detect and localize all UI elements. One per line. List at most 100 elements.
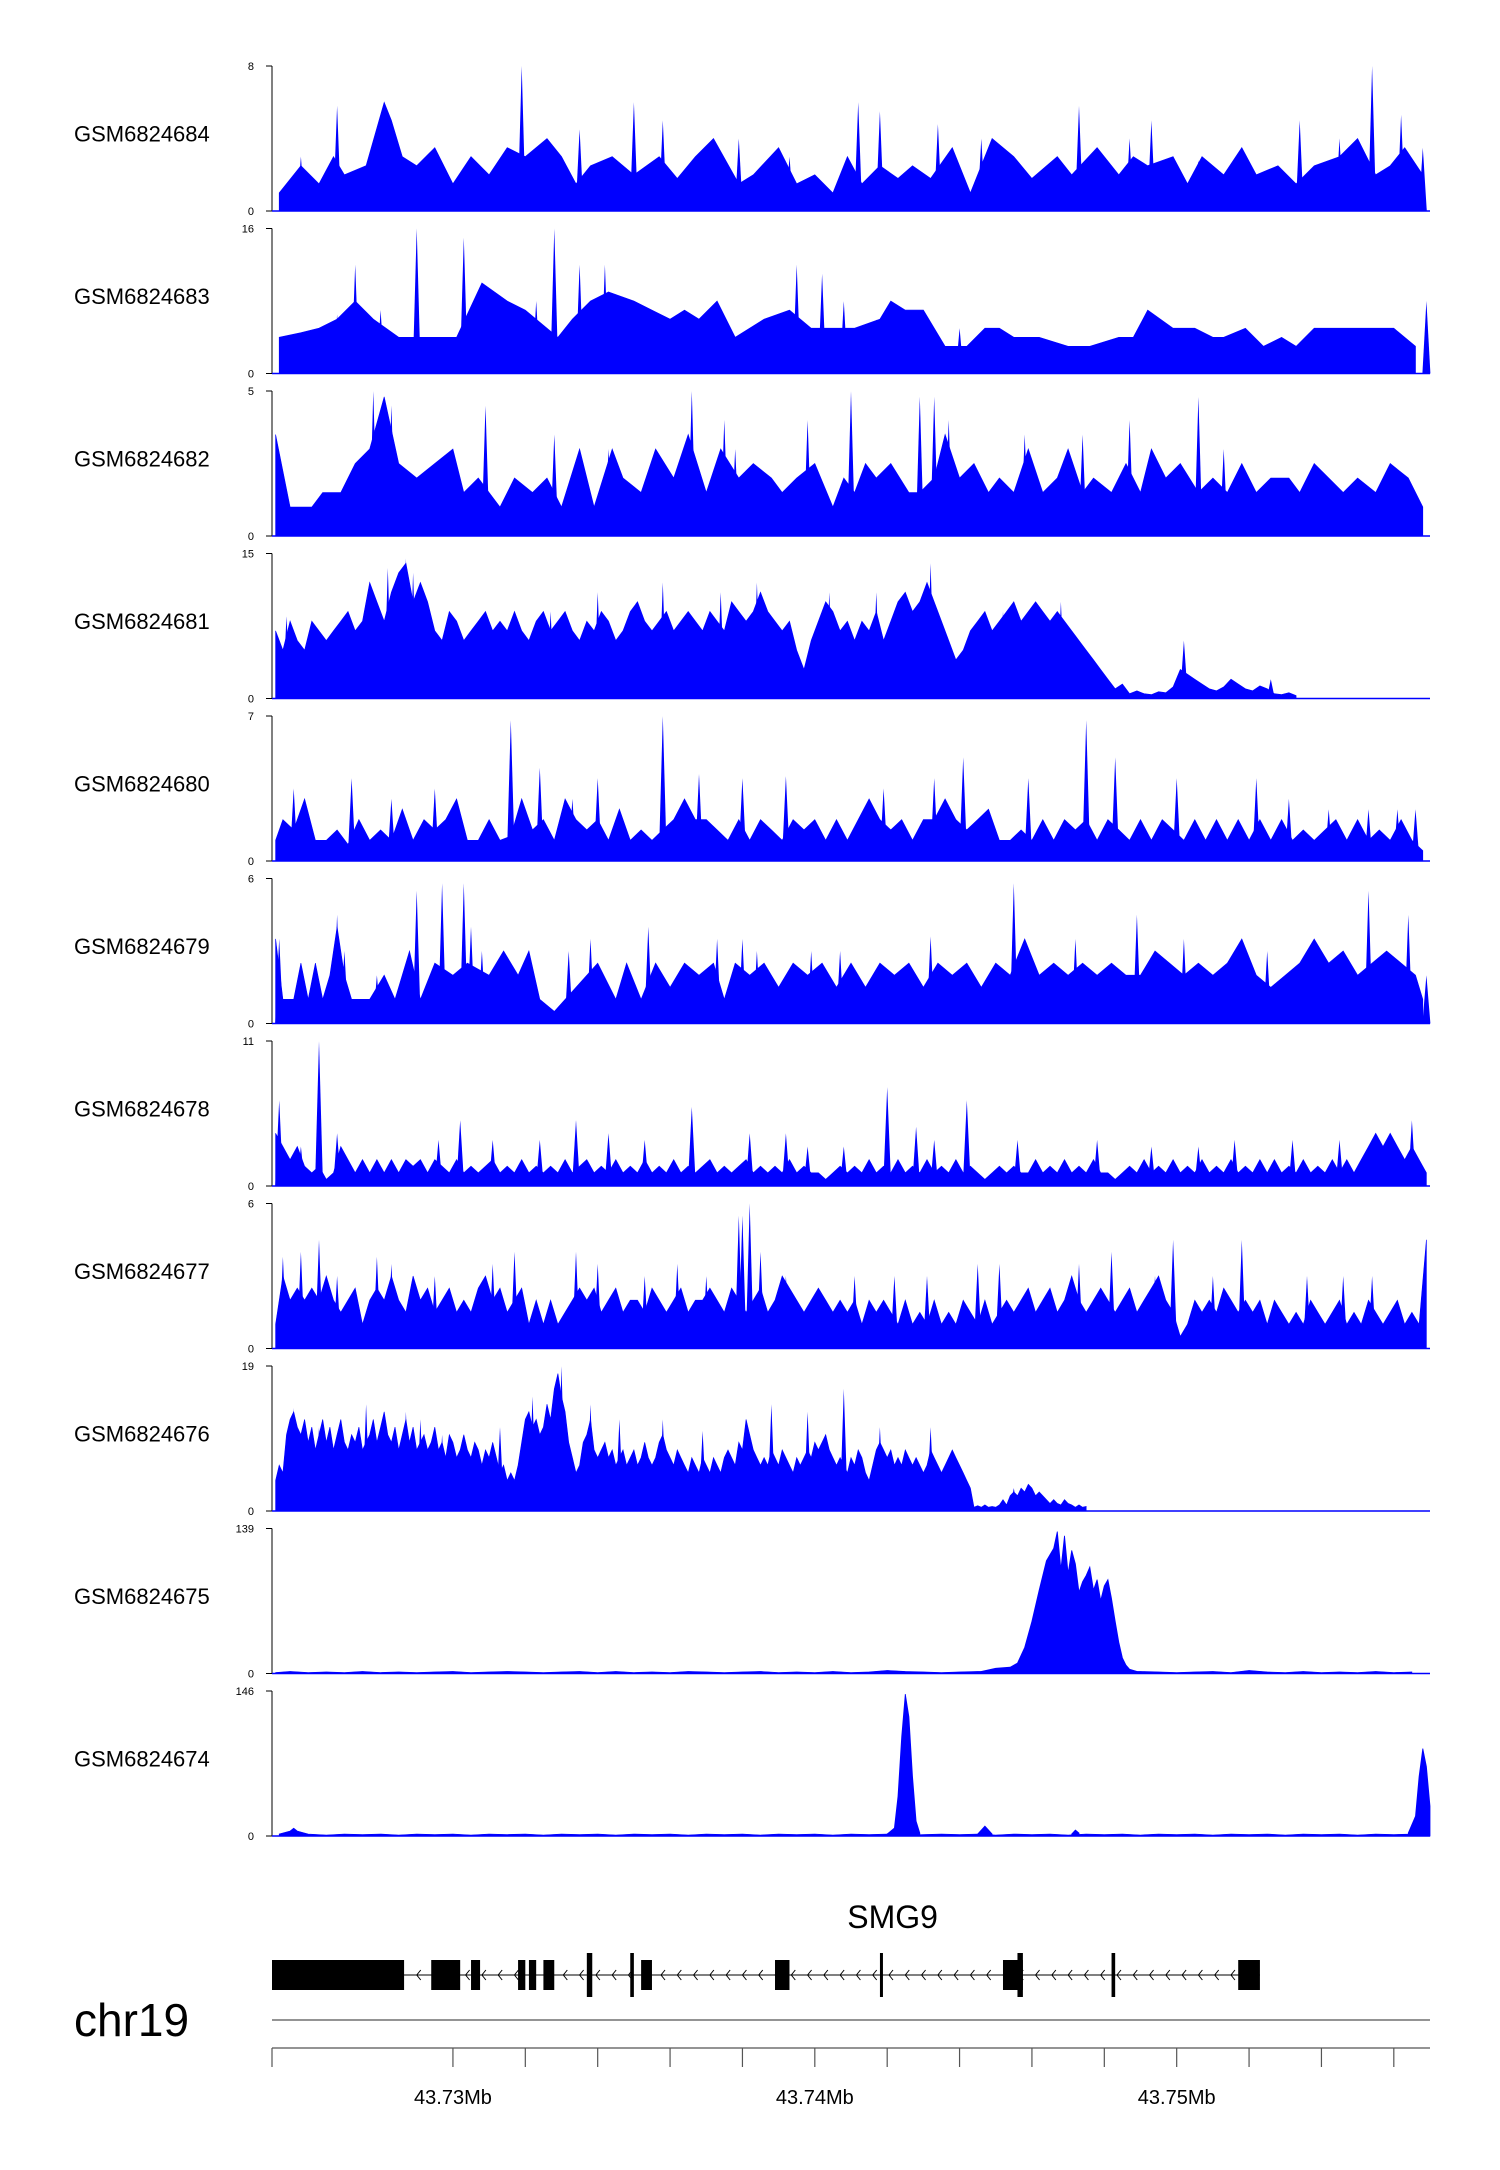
coverage-spike (973, 1263, 982, 1349)
track-GSM6824674: GSM6824674 146 0 (74, 1686, 1431, 1843)
signal-peak (1071, 1829, 1080, 1837)
coverage-spike (1042, 346, 1051, 374)
coverage-spike (926, 563, 935, 699)
coverage-spike (572, 1251, 580, 1349)
coverage-spike (506, 720, 515, 861)
coverage-spike (658, 716, 667, 861)
coverage-spike (496, 337, 504, 374)
coverage-spike (488, 1263, 497, 1349)
coverage-spike (1237, 1239, 1246, 1349)
coverage-spike (488, 1139, 497, 1186)
coverage-spike (1172, 778, 1181, 861)
strand-arrow (1148, 1969, 1154, 1981)
coverage-spike (409, 572, 418, 699)
strand-arrow (1083, 1969, 1089, 1981)
coverage-spike (416, 1419, 425, 1511)
coverage-spike (629, 102, 638, 211)
exon-11 (879, 1953, 883, 1997)
signal-peak (977, 1825, 993, 1837)
coverage-spike (1393, 809, 1402, 861)
position-tick-label: 43.74Mb (776, 2087, 854, 2109)
exon-8 (630, 1953, 634, 1997)
signal-peak (886, 1693, 921, 1837)
coverage-spike (289, 1408, 298, 1511)
coverage-spike (933, 124, 942, 211)
coverage-spike (658, 582, 667, 699)
coverage-spike (296, 156, 305, 211)
coverage-spike (792, 264, 801, 374)
coverage-spike (781, 776, 790, 861)
strand-arrow (709, 1969, 715, 1981)
coverage-spike (890, 1276, 899, 1349)
coverage-spike (1009, 883, 1018, 1024)
coverage-spike (430, 788, 439, 861)
coverage-spike (959, 757, 968, 861)
strand-arrow (1197, 1969, 1203, 1981)
coverage-spike (528, 1396, 537, 1511)
strand-arrow (1100, 1969, 1106, 1981)
y-axis-zero-label: 0 (248, 369, 254, 381)
coverage-spike (1194, 1146, 1203, 1186)
strand-arrow (1116, 1969, 1122, 1981)
coverage-spike (459, 237, 468, 374)
coverage-spike (734, 138, 743, 211)
coverage-spike (1071, 938, 1080, 1024)
coverage-spike (1179, 938, 1188, 1024)
exon-7 (586, 1953, 593, 1997)
coverage-spike (514, 332, 523, 374)
y-axis-max-label: 19 (242, 1361, 254, 1373)
coverage-area (278, 1827, 1413, 1837)
coverage-spike (1208, 1276, 1217, 1349)
coverage-spike (333, 1276, 342, 1349)
exon-4 (518, 1960, 526, 1990)
coverage-spike (713, 938, 722, 1024)
coverage-spike (923, 1276, 931, 1349)
y-axis-zero-label: 0 (248, 1831, 254, 1843)
coverage-spike (347, 778, 356, 861)
signal-peak (980, 1531, 1138, 1674)
coverage-spike (467, 926, 475, 1024)
coverage-spike (289, 788, 298, 861)
strand-arrow (758, 1969, 764, 1981)
coverage-spike (333, 914, 342, 1024)
coverage-spike (333, 1133, 342, 1186)
coverage-spike (535, 767, 544, 861)
coverage-spike (427, 478, 436, 536)
y-axis-max-label: 8 (248, 61, 254, 73)
coverage-spike (372, 1256, 381, 1349)
exon-10 (775, 1960, 790, 1990)
coverage-spike (781, 1133, 790, 1186)
strand-arrow (904, 1969, 910, 1981)
coverage-spike (839, 301, 848, 374)
strand-arrow (692, 1969, 698, 1981)
coverage-spike (510, 1251, 519, 1349)
coverage-spike (362, 1404, 371, 1511)
track-label: GSM6824675 (74, 1584, 210, 1609)
strand-arrow (839, 1969, 845, 1981)
coverage-spike (1252, 778, 1261, 861)
coverage-spike (883, 1087, 892, 1186)
coverage-spike (1364, 890, 1373, 1024)
strand-arrow (578, 1969, 584, 1981)
strand-arrow (676, 1969, 682, 1981)
position-tick-label: 43.75Mb (1138, 2087, 1216, 2109)
coverage-spike (836, 951, 845, 1024)
coverage-spike (1013, 1139, 1022, 1186)
coverage-spike (803, 420, 812, 536)
track-GSM6824680: GSM6824680 7 0 (74, 711, 1430, 868)
coverage-spike (1368, 66, 1377, 211)
coverage-spike (702, 1276, 711, 1349)
coverage-spike (673, 1263, 682, 1349)
coverage-spike (781, 1276, 790, 1349)
track-label: GSM6824683 (74, 284, 210, 309)
coverage-area (275, 396, 1424, 537)
strand-arrow (481, 1969, 487, 1981)
coverage-spike (586, 1404, 595, 1511)
coverage-spike (351, 264, 360, 374)
strand-arrow (1034, 1969, 1040, 1981)
y-axis-max-label: 11 (243, 1036, 254, 1048)
coverage-spike (687, 391, 696, 536)
coverage-spike (401, 558, 410, 699)
coverage-spike (825, 592, 834, 699)
coverage-spike (296, 337, 305, 374)
